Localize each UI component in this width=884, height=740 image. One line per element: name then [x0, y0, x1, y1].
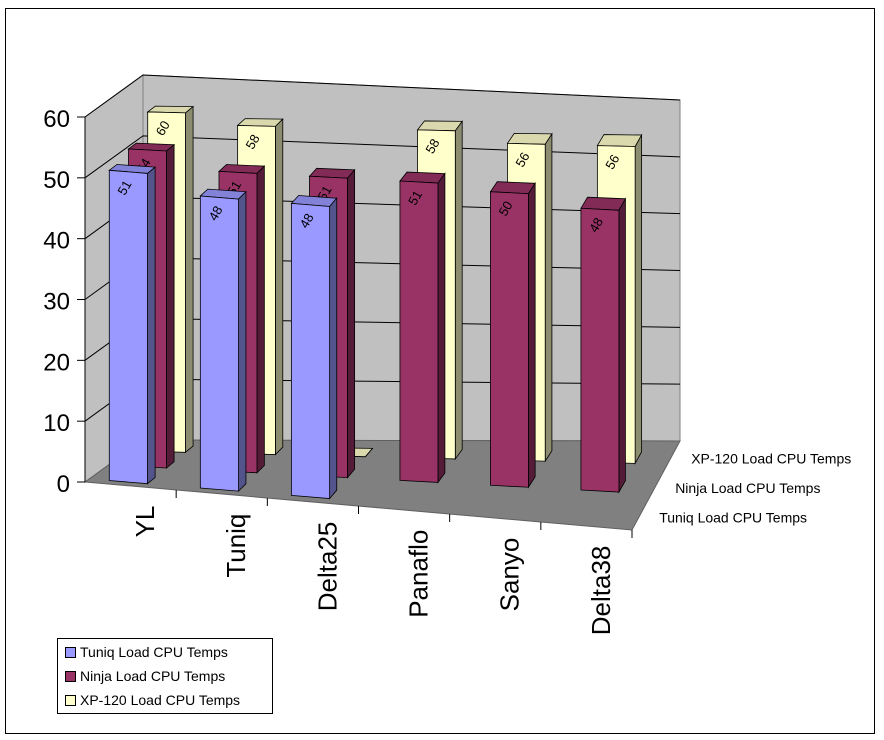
bar-ninja-load-cpu-temps-sanyo-side [528, 181, 536, 489]
x-tick-label-yl: YL [130, 506, 160, 538]
bar-ninja-load-cpu-temps-delta38-side [618, 197, 626, 494]
bar-xp-120-load-cpu-temps-tuniq-top [236, 118, 284, 127]
bar-ninja-load-cpu-temps-panaflo: 51 [399, 171, 446, 484]
legend-swatch-tuniq [65, 646, 76, 658]
bar-ninja-load-cpu-temps-panaflo-side [437, 172, 446, 484]
legend-label-xp120: XP-120 Load CPU Temps [80, 692, 241, 708]
bar-xp-120-load-cpu-temps-yl-side [185, 105, 194, 454]
series-axis-ticks: Tuniq Load CPU Temps Ninja Load CPU Temps… [659, 450, 851, 525]
legend-swatch-xp120 [65, 694, 76, 706]
bar-xp-120-load-cpu-temps-panaflo-top [416, 120, 463, 132]
bar-ninja-load-cpu-temps-panaflo-front [399, 180, 439, 483]
bars: 60580585656545151515048514848 [108, 105, 643, 500]
z-tick-label-xp-120-load-cpu-temps: XP-120 Load CPU Temps [691, 450, 851, 466]
legend-label-tuniq: Tuniq Load CPU Temps [80, 644, 228, 660]
bar-tuniq-load-cpu-temps-yl-side [147, 166, 156, 485]
bar-xp-120-load-cpu-temps-delta38-top [596, 134, 643, 147]
x-axis-ticks: YL Tuniq Delta25 Panaflo Sanyo Delta38 [130, 490, 633, 636]
bar-ninja-load-cpu-temps-delta38: 48 [580, 196, 627, 494]
y-tick-label-40: 40 [43, 228, 70, 255]
z-tick-label-ninja-load-cpu-temps: Ninja Load CPU Temps [675, 480, 820, 496]
bar-xp-120-load-cpu-temps-delta38-label: 56 [602, 152, 622, 172]
bar-tuniq-load-cpu-temps-tuniq-label: 48 [205, 203, 225, 223]
bar-tuniq-load-cpu-temps-delta25-front [290, 202, 331, 499]
gridline-60 [84, 74, 681, 118]
z-tick-label-tuniq-load-cpu-temps: Tuniq Load CPU Temps [659, 510, 807, 526]
bar-tuniq-load-cpu-temps-tuniq-side [238, 190, 247, 493]
x-tick-label-sanyo: Sanyo [495, 538, 525, 612]
bar-xp-120-load-cpu-temps-sanyo-side [544, 132, 553, 463]
legend-label-ninja: Ninja Load CPU Temps [80, 668, 226, 684]
legend-swatch-ninja [65, 670, 76, 682]
y-tick-label-20: 20 [43, 349, 70, 376]
bar-ninja-load-cpu-temps-tuniq-side [256, 165, 265, 474]
legend-item-xp120: XP-120 Load CPU Temps [65, 690, 240, 710]
legend: Tuniq Load CPU Temps Ninja Load CPU Temp… [57, 638, 273, 714]
bar-xp-120-load-cpu-temps-tuniq-side [275, 118, 284, 456]
bar-tuniq-load-cpu-temps-tuniq-front [199, 195, 239, 492]
bar-xp-120-load-cpu-temps-tuniq-label: 58 [243, 132, 263, 152]
bar-ninja-load-cpu-temps-sanyo: 50 [489, 181, 536, 489]
bar-ninja-load-cpu-temps-sanyo-label: 50 [495, 198, 515, 218]
bar-ninja-load-cpu-temps-delta38-front [580, 207, 620, 493]
x-tick-label-tuniq: Tuniq [221, 514, 251, 578]
bar-tuniq-load-cpu-temps-delta25: 48 [290, 195, 338, 500]
bar-ninja-load-cpu-temps-sanyo-front [490, 191, 529, 488]
bar-tuniq-load-cpu-temps-tuniq: 48 [199, 188, 247, 493]
bar-tuniq-load-cpu-temps-yl: 51 [108, 164, 157, 485]
y-tick-label-30: 30 [43, 289, 70, 316]
bar-ninja-load-cpu-temps-delta38-label: 48 [586, 215, 606, 235]
legend-item-ninja: Ninja Load CPU Temps [65, 666, 225, 686]
bar-xp-120-load-cpu-temps-panaflo-side [454, 120, 463, 461]
bar-tuniq-load-cpu-temps-delta25-side [329, 197, 338, 500]
gridline-50 [84, 135, 681, 179]
chart-area-border [5, 8, 875, 734]
bar-ninja-load-cpu-temps-yl-side [166, 143, 175, 469]
y-tick-label-60: 60 [43, 106, 70, 133]
bar-xp-120-load-cpu-temps-delta38-side [634, 133, 643, 465]
y-axis-ticks: 0 10 20 30 40 50 60 [43, 106, 86, 498]
y-tick-label-50: 50 [43, 167, 70, 194]
y-tick-label-10: 10 [43, 410, 70, 437]
x-tick-label-delta38: Delta38 [586, 546, 616, 636]
bar-ninja-load-cpu-temps-delta25-side [347, 168, 356, 479]
legend-item-tuniq: Tuniq Load CPU Temps [65, 642, 228, 662]
x-tick-label-panaflo: Panaflo [404, 530, 434, 618]
x-tick-label-delta25: Delta25 [312, 522, 342, 612]
bar-tuniq-load-cpu-temps-yl-front [108, 169, 148, 485]
bar-xp-120-load-cpu-temps-delta25-side [365, 448, 373, 457]
bar-xp-120-load-cpu-temps-sanyo-top [506, 132, 553, 145]
bar-tuniq-load-cpu-temps-delta25-label: 48 [296, 211, 316, 231]
bar-ninja-load-cpu-temps-panaflo-label: 51 [405, 188, 425, 208]
bar-xp-120-load-cpu-temps-sanyo-label: 56 [512, 150, 532, 170]
bar-xp-120-load-cpu-temps-panaflo-label: 58 [422, 136, 442, 156]
bar-xp-120-load-cpu-temps-yl-label: 60 [153, 118, 173, 138]
bar-tuniq-load-cpu-temps-yl-label: 51 [114, 178, 134, 198]
y-tick-label-0: 0 [57, 471, 70, 498]
